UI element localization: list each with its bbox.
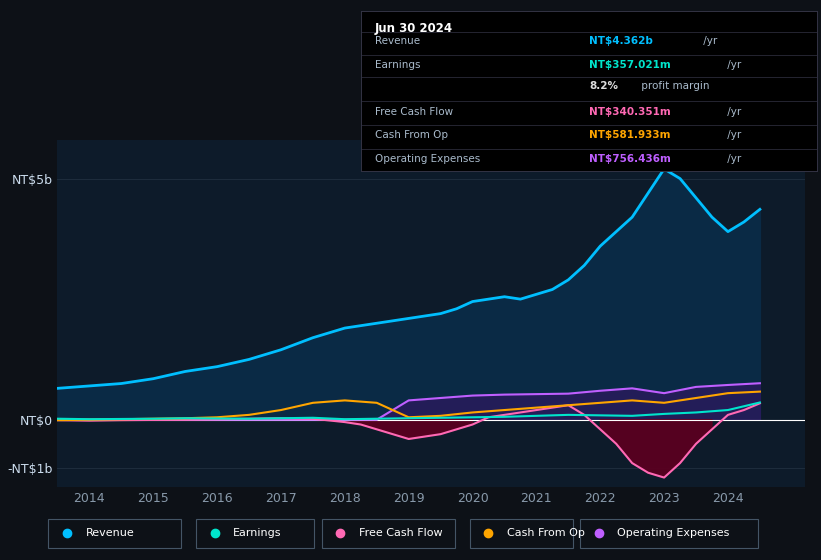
Text: NT$4.362b: NT$4.362b [589,36,653,46]
Text: Cash From Op: Cash From Op [507,529,585,538]
Text: Operating Expenses: Operating Expenses [617,529,730,538]
Text: Free Cash Flow: Free Cash Flow [359,529,443,538]
Text: NT$756.436m: NT$756.436m [589,155,671,165]
Bar [470,519,573,548]
Text: /yr: /yr [724,155,741,165]
Text: /yr: /yr [699,36,717,46]
Bar [48,519,181,548]
Text: NT$340.351m: NT$340.351m [589,106,671,116]
Text: Operating Expenses: Operating Expenses [375,155,480,165]
Text: Revenue: Revenue [375,36,420,46]
Bar [580,519,758,548]
Text: Revenue: Revenue [85,529,134,538]
Text: NT$581.933m: NT$581.933m [589,130,671,141]
Text: /yr: /yr [724,60,741,70]
Text: /yr: /yr [724,106,741,116]
Text: Jun 30 2024: Jun 30 2024 [375,22,453,35]
Text: NT$357.021m: NT$357.021m [589,60,671,70]
Text: 8.2%: 8.2% [589,81,618,91]
Text: /yr: /yr [724,130,741,141]
Text: Cash From Op: Cash From Op [375,130,448,141]
Text: Earnings: Earnings [375,60,420,70]
Bar [322,519,455,548]
Bar [196,519,314,548]
Text: profit margin: profit margin [638,81,710,91]
Text: Free Cash Flow: Free Cash Flow [375,106,453,116]
Text: Earnings: Earnings [233,529,282,538]
